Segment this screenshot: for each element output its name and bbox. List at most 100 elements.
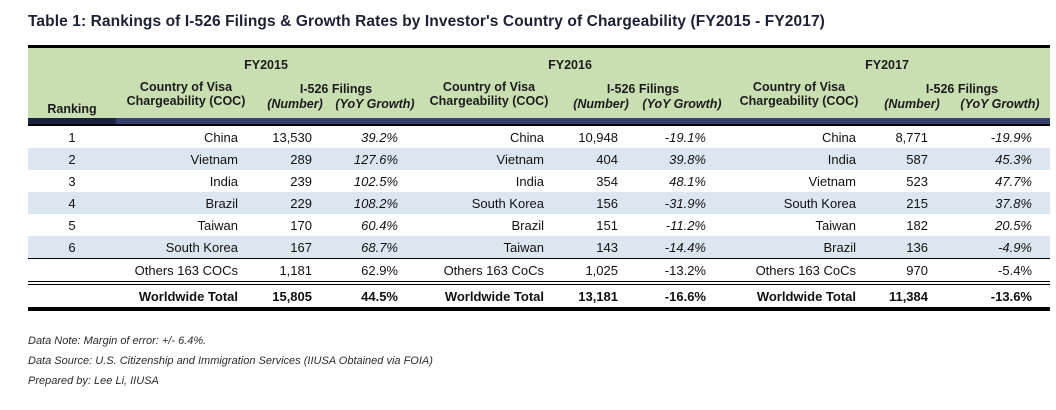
fy2016-country-cell: China [416,125,562,149]
table-header: Ranking FY2015 FY2016 FY2017 Country of … [28,45,1050,127]
fy2017-number-cell: 182 [874,214,950,237]
fy2015-country-cell: Taiwan [116,214,256,237]
fy2015-group-header: FY2015 [116,45,416,74]
fy2016-country-cell: South Korea [416,192,562,215]
fy2017-growth-cell: -4.9% [950,236,1050,259]
fy2016-growth-cell: -11.2% [640,214,724,237]
fy2016-country-cell: India [416,170,562,193]
rankings-table: Ranking FY2015 FY2016 FY2017 Country of … [28,45,1050,312]
fy2016-number-cell: 354 [562,170,640,193]
fy2016-country-cell: Vietnam [416,148,562,171]
fy2016-growth-cell: -31.9% [640,192,724,215]
fy2015-country-cell: Brazil [116,192,256,215]
fy2017-growth-header: (YoY Growth) [950,96,1050,119]
fy2015-number-cell: 13,530 [256,125,334,149]
fy2017-growth-cell: -19.9% [950,125,1050,149]
fy2016-group-header: FY2016 [416,45,724,74]
rank-cell: 1 [28,125,116,149]
fy2017-group-header: FY2017 [724,45,1050,74]
fy2015-growth-header: (YoY Growth) [334,96,416,119]
fy2017-number-cell: 8,771 [874,125,950,149]
fy2015-country-cell: China [116,125,256,149]
fy2017-growth-cell: 20.5% [950,214,1050,237]
fy2017-country-cell: Others 163 CoCs [724,258,874,284]
fy2017-filings-header: I-526 Filings [874,74,1050,96]
ranking-column-header: Ranking [28,45,116,119]
fy2015-number-cell: 167 [256,236,334,259]
fy2017-growth-cell: 37.8% [950,192,1050,215]
table-row: 3 India 239 102.5% India 354 48.1% Vietn… [28,170,1050,193]
table-body: 1 China 13,530 39.2% China 10,948 -19.1%… [28,125,1050,312]
fy2016-country-cell: Others 163 CoCs [416,258,562,284]
fy2017-number-header: (Number) [874,96,950,119]
data-note: Data Note: Margin of error: +/- 6.4%. [28,335,207,348]
fy2016-total-label: Worldwide Total [416,281,562,312]
fy2017-country-cell: Brazil [724,236,874,259]
fy2016-country-cell: Taiwan [416,236,562,259]
fy2015-growth-cell: 102.5% [334,170,416,193]
table-row: 5 Taiwan 170 60.4% Brazil 151 -11.2% Tai… [28,214,1050,237]
rank-cell: 4 [28,192,116,215]
fy2015-growth-cell: 39.2% [334,125,416,149]
fy2017-number-cell: 523 [874,170,950,193]
fy2015-growth-cell: 127.6% [334,148,416,171]
fy2015-number-cell: 289 [256,148,334,171]
fy2015-total-label: Worldwide Total [116,281,256,312]
fy2015-number-cell: 239 [256,170,334,193]
fy2016-growth-cell: 48.1% [640,170,724,193]
fy2017-total-number: 11,384 [874,281,950,312]
rank-cell: 5 [28,214,116,237]
fy2015-country-cell: Vietnam [116,148,256,171]
fy2015-number-cell: 170 [256,214,334,237]
fy2015-number-header: (Number) [256,96,334,119]
report-page: Table 1: Rankings of I-526 Filings & Gro… [0,13,1056,410]
fy2015-filings-header: I-526 Filings [256,74,416,96]
fy2017-growth-cell: 45.3% [950,148,1050,171]
footer-notes: Data Note: Margin of error: +/- 6.4%. Da… [28,335,1056,387]
fy2015-country-cell: South Korea [116,236,256,259]
data-source-note: Data Source: U.S. Citizenship and Immigr… [28,355,433,368]
fy2015-growth-cell: 68.7% [334,236,416,259]
fy2017-country-cell: China [724,125,874,149]
fy2015-total-growth: 44.5% [334,281,416,312]
table-row: 1 China 13,530 39.2% China 10,948 -19.1%… [28,125,1050,149]
rank-cell: 3 [28,170,116,193]
table-row: 2 Vietnam 289 127.6% Vietnam 404 39.8% I… [28,148,1050,171]
fy2017-total-label: Worldwide Total [724,281,874,312]
fy2016-number-cell: 143 [562,236,640,259]
fy2016-number-cell: 1,025 [562,258,640,284]
fy2017-growth-cell: -5.4% [950,258,1050,284]
fy2016-filings-header: I-526 Filings [562,74,724,96]
fy2016-country-cell: Brazil [416,214,562,237]
fy2016-growth-header: (YoY Growth) [640,96,724,119]
header-separator-band [28,118,1050,127]
table-title: Table 1: Rankings of I-526 Filings & Gro… [28,13,825,30]
fy2016-growth-cell: -14.4% [640,236,724,259]
others-row: Others 163 COCs 1,181 62.9% Others 163 C… [28,258,1050,284]
table-row: 6 South Korea 167 68.7% Taiwan 143 -14.4… [28,236,1050,259]
fy2015-growth-cell: 60.4% [334,214,416,237]
fy2016-number-cell: 10,948 [562,125,640,149]
rank-cell [28,258,116,284]
fy2017-number-cell: 587 [874,148,950,171]
fy2016-number-cell: 404 [562,148,640,171]
worldwide-total-row: Worldwide Total 15,805 44.5% Worldwide T… [28,281,1050,312]
fy2015-country-cell: Others 163 COCs [116,258,256,284]
fy2017-number-cell: 136 [874,236,950,259]
fy2017-growth-cell: 47.7% [950,170,1050,193]
fy2017-country-cell: Taiwan [724,214,874,237]
fy2016-country-header: Country of Visa Chargeability (COC) [416,74,562,119]
fy2015-country-header: Country of Visa Chargeability (COC) [116,74,256,119]
fy2016-growth-cell: -13.2% [640,258,724,284]
fy2016-number-header: (Number) [562,96,640,119]
fy2016-total-number: 13,181 [562,281,640,312]
prepared-by-note: Prepared by: Lee Li, IIUSA [28,375,159,388]
fy2017-country-cell: India [724,148,874,171]
fy2017-country-header: Country of Visa Chargeability (COC) [724,74,874,119]
fy2017-country-cell: South Korea [724,192,874,215]
fy2016-growth-cell: 39.8% [640,148,724,171]
fy2015-growth-cell: 62.9% [334,258,416,284]
fy2016-growth-cell: -19.1% [640,125,724,149]
rank-cell: 6 [28,236,116,259]
rank-cell: 2 [28,148,116,171]
